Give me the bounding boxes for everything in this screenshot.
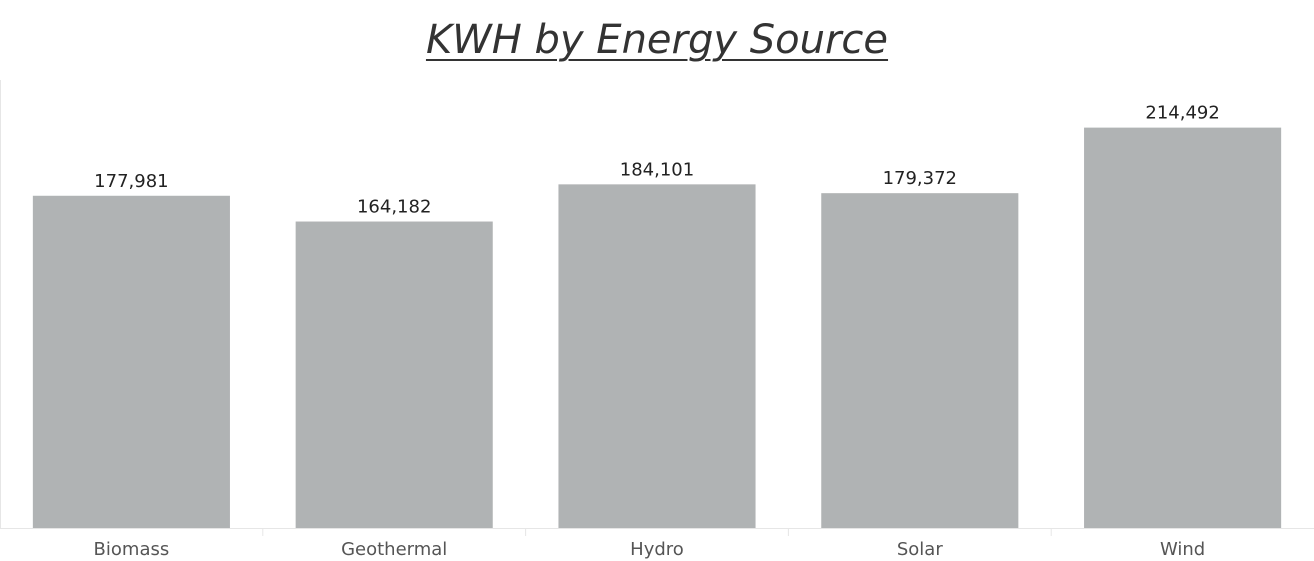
bar-hydro[interactable]	[558, 184, 756, 529]
value-label-hydro: 184,101	[620, 159, 694, 180]
value-label-biomass: 177,981	[94, 171, 168, 192]
category-label-hydro: Hydro	[630, 539, 684, 560]
bar-biomass[interactable]	[32, 195, 230, 528]
value-label-geothermal: 164,182	[357, 197, 431, 218]
bar-wind[interactable]	[1084, 127, 1282, 529]
category-label-biomass: Biomass	[94, 539, 170, 560]
value-label-wind: 214,492	[1145, 103, 1219, 124]
value-labels-group: 177,981 164,182 184,101 179,372 214,492	[94, 103, 1220, 218]
bars-group	[32, 127, 1282, 529]
category-label-geothermal: Geothermal	[341, 539, 447, 560]
chart-title: KWH by Energy Source	[425, 17, 889, 63]
chart-axes	[0, 80, 1314, 536]
category-label-wind: Wind	[1160, 539, 1205, 560]
bar-geothermal[interactable]	[295, 221, 493, 529]
bar-solar[interactable]	[821, 193, 1019, 528]
value-label-solar: 179,372	[883, 168, 957, 189]
category-label-solar: Solar	[897, 539, 943, 560]
category-labels-group: Biomass Geothermal Hydro Solar Wind	[94, 539, 1206, 560]
